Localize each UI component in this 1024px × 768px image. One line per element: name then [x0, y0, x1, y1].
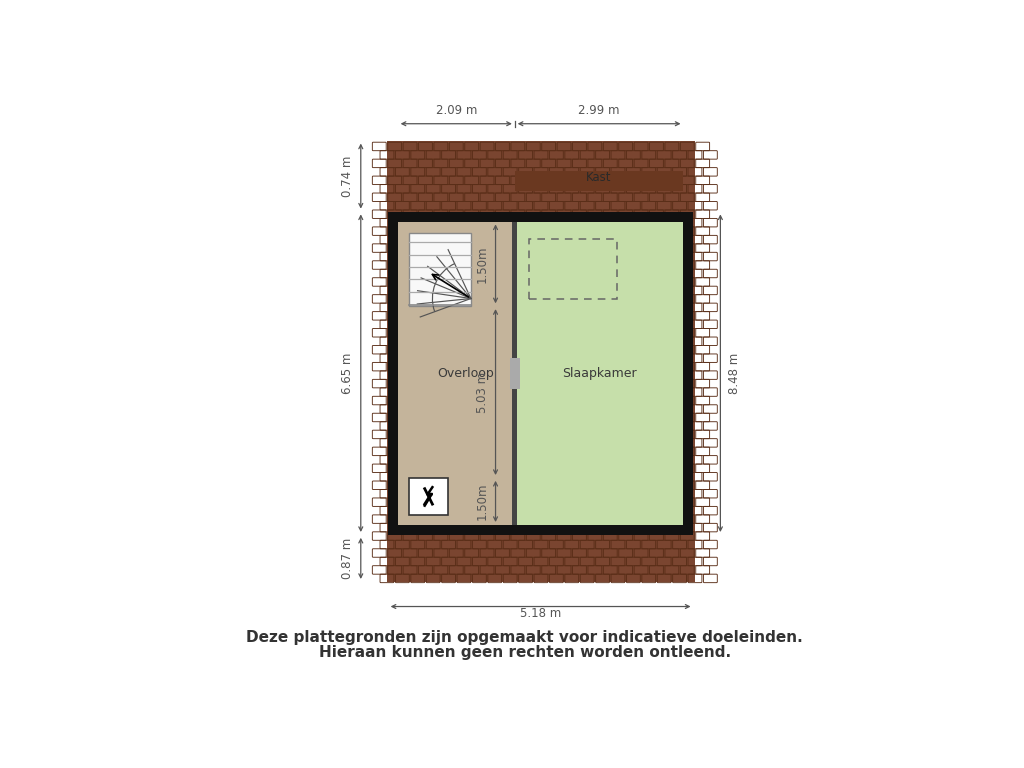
- Text: Deze plattegronden zijn opgemaakt voor indicatieve doeleinden.: Deze plattegronden zijn opgemaakt voor i…: [247, 630, 803, 645]
- Bar: [410, 478, 447, 515]
- Bar: [410, 233, 471, 306]
- Text: 0.74 m: 0.74 m: [341, 155, 354, 197]
- Bar: [388, 211, 397, 535]
- Text: 1.50m: 1.50m: [475, 245, 488, 283]
- Text: 2.99 m: 2.99 m: [579, 104, 620, 117]
- Bar: [410, 233, 471, 306]
- Text: 1.50m: 1.50m: [475, 482, 488, 520]
- Bar: [512, 221, 517, 525]
- Bar: [528, 239, 617, 300]
- Bar: [683, 211, 693, 535]
- Bar: [515, 221, 683, 525]
- Text: Slaapkamer: Slaapkamer: [562, 366, 637, 379]
- Text: 0.87 m: 0.87 m: [341, 538, 354, 579]
- Text: 5.18 m: 5.18 m: [520, 607, 561, 621]
- Bar: [515, 171, 683, 190]
- Bar: [387, 141, 695, 582]
- Bar: [397, 221, 515, 525]
- Text: 5.03 m: 5.03 m: [475, 372, 488, 412]
- Text: Kast: Kast: [587, 170, 612, 184]
- Text: 6.65 m: 6.65 m: [341, 353, 354, 394]
- Text: Hieraan kunnen geen rechten worden ontleend.: Hieraan kunnen geen rechten worden ontle…: [318, 645, 731, 660]
- Text: 8.48 m: 8.48 m: [728, 353, 741, 394]
- Text: Overloop: Overloop: [437, 366, 494, 379]
- Bar: [410, 478, 447, 515]
- Text: 2.09 m: 2.09 m: [435, 104, 477, 117]
- Bar: [510, 358, 520, 389]
- Bar: [388, 525, 693, 535]
- Bar: [388, 211, 693, 221]
